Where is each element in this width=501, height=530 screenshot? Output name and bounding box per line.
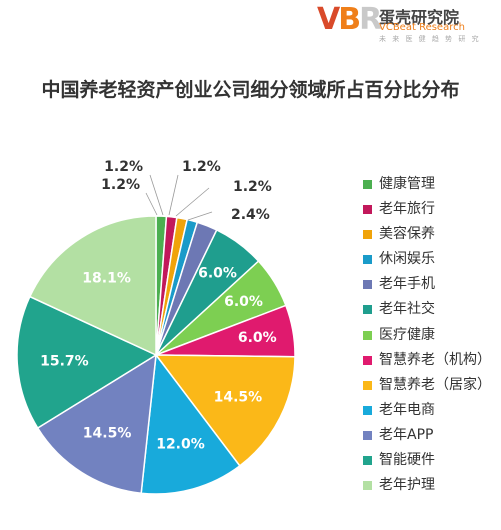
data-label-智能硬件: 15.7% [40,354,89,370]
data-label-老年电商: 12.0% [156,436,205,452]
logo-mark: VBR [317,2,382,37]
brand-logo: VBR 蛋壳研究院 VCBeat Research 未 来 医 健 趋 势 研 … [317,2,493,44]
chart-title: 中国养老轻资产创业公司细分领域所占百分比分布 [41,79,460,101]
pie-slice-老年APP [36,353,157,495]
data-label-美容保养: 1.2% [182,159,221,175]
legend-swatch [363,380,372,390]
data-label-休闲娱乐: 1.2% [233,179,272,195]
data-label-智慧养老居家: 14.5% [214,389,263,405]
legend-label: 老年旅行 [379,201,435,218]
legend-swatch [363,255,372,265]
legend-swatch [363,180,372,189]
leader-line-美容保养 [168,174,179,216]
data-label-智慧养老机构: 6.0% [238,330,277,346]
legend-label: 智能硬件 [379,452,435,469]
brand-name-cn: 蛋壳研究院 [379,8,460,27]
legend-swatch [363,305,372,315]
brand-name-en: VCBeat Research [379,22,465,33]
data-label-老年手机: 2.4% [231,207,270,223]
leader-line-老年手机 [187,211,213,221]
legend-swatch [363,405,372,415]
data-label-医疗健康: 6.0% [224,294,263,310]
leader-line-健康管理 [145,192,158,216]
data-label-健康管理: 1.2% [101,177,140,193]
leader-line-休闲娱乐 [175,187,210,217]
legend-label: 美容保养 [379,226,435,243]
legend-swatch [363,430,372,440]
pie-slice-智慧养老居家 [154,354,296,467]
legend-label: 智慧养老（机构） [379,351,491,368]
legend-label: 老年护理 [379,477,435,494]
legend-swatch [363,230,372,240]
brand-tagline: 未 来 医 健 趋 势 研 究 [379,35,481,43]
legend-label: 老年社交 [379,301,435,318]
pie-slice-老年电商 [140,353,241,495]
legend-label: 休闲娱乐 [379,251,435,268]
legend-swatch [363,481,372,491]
leader-line-老年旅行 [149,174,164,216]
legend-label: 健康管理 [379,176,435,192]
data-label-老年护理: 18.1% [82,271,131,287]
legend-label: 老年手机 [379,276,435,293]
legend-swatch [363,456,372,466]
legend-swatch [363,355,372,365]
legend-swatch [363,280,372,290]
legend-label: 老年电商 [379,401,435,418]
data-label-老年旅行: 1.2% [104,159,143,175]
legend-swatch [363,330,372,340]
legend-label: 老年APP [379,426,434,443]
pie-slice-智能硬件 [16,295,158,430]
legend-label: 医疗健康 [379,326,435,343]
pie-slice-老年护理 [28,215,157,357]
legend-swatch [363,205,372,215]
data-label-老年APP: 14.5% [83,426,132,442]
legend-label: 智慧养老（居家） [379,376,491,393]
data-label-老年社交: 6.0% [198,266,237,282]
